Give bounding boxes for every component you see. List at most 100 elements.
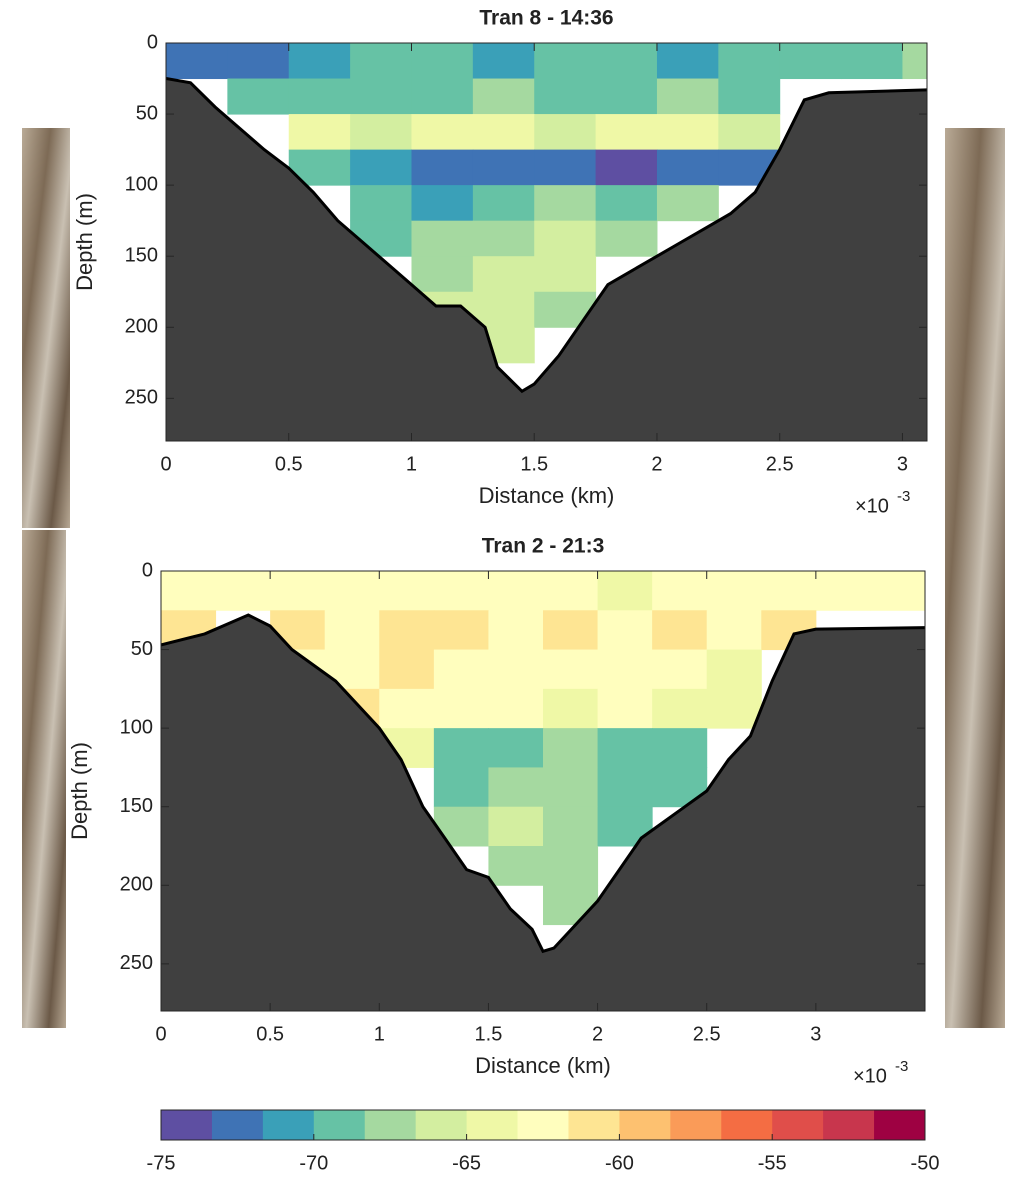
- heatmap-cell: [595, 43, 658, 80]
- heatmap-cell: [472, 43, 535, 80]
- axes-frame: [160, 570, 926, 1012]
- heatmap-cell: [411, 256, 474, 293]
- colorbar-tick-label: -75: [147, 1152, 176, 1174]
- seafloor: [161, 615, 925, 1011]
- heatmap-cell: [595, 220, 658, 257]
- x-exponent: -3: [895, 1058, 908, 1075]
- heatmap-cell: [597, 688, 653, 729]
- colorbar-frame: [160, 1109, 926, 1141]
- heatmap-cell: [543, 571, 599, 611]
- y-axis-label: Depth (m): [72, 193, 97, 291]
- heatmap-cell: [597, 571, 653, 611]
- colorbar-swatch: [823, 1110, 875, 1140]
- heatmap-cell: [411, 149, 474, 186]
- heatmap-cell: [543, 649, 599, 690]
- colorbar-tick-label: -65: [452, 1152, 481, 1174]
- heatmap-cell: [350, 149, 412, 186]
- heatmap-cell: [161, 571, 217, 611]
- heatmap-cell: [902, 43, 927, 80]
- heatmap-cell: [433, 688, 489, 729]
- heatmap-cell: [227, 43, 290, 80]
- heatmap-cell: [488, 728, 544, 768]
- y-tick-label: 100: [125, 173, 158, 195]
- heatmap-cell: [379, 610, 435, 651]
- heatmap-cell: [379, 688, 435, 729]
- x-tick-label: 2.5: [693, 1023, 721, 1045]
- heatmap-cell: [534, 185, 597, 222]
- x-tick-label: 1: [406, 453, 417, 475]
- heatmap-cell: [597, 649, 653, 690]
- heatmap-cell: [411, 78, 474, 115]
- heatmap-cell: [350, 78, 412, 115]
- background-photo: [22, 530, 66, 1028]
- y-tick-label: 200: [125, 316, 158, 338]
- y-tick-label: 250: [120, 952, 153, 974]
- colorbar-swatch: [313, 1110, 366, 1140]
- y-tick-label: 200: [120, 874, 153, 896]
- colorbar-swatch: [721, 1110, 773, 1140]
- x-tick-label: 0.5: [275, 453, 303, 475]
- heatmap-cell: [488, 610, 544, 651]
- heatmap-cell: [706, 649, 762, 690]
- colorbar-swatch: [874, 1110, 926, 1140]
- heatmap: [161, 571, 925, 1011]
- x-tick-label: 0: [155, 1023, 166, 1045]
- heatmap-cell: [288, 43, 351, 80]
- heatmap-cell: [166, 43, 228, 80]
- heatmap-cell: [718, 78, 781, 115]
- heatmap-cell: [472, 185, 535, 222]
- colorbar-swatch: [364, 1110, 417, 1140]
- heatmap-cell: [350, 114, 412, 151]
- heatmap-cell: [597, 728, 653, 768]
- heatmap-cell: [411, 185, 474, 222]
- heatmap-cell: [324, 610, 380, 651]
- heatmap-cell: [350, 185, 412, 222]
- background-photo: [945, 128, 1005, 1028]
- heatmap-cell: [379, 571, 435, 611]
- colorbar-tick-label: -70: [299, 1152, 328, 1174]
- heatmap-cell: [543, 767, 599, 808]
- colorbar-tick-label: -55: [758, 1152, 787, 1174]
- plot: 0 0.5 1 1.5 2 2.5 3 0 50 100 150 200 250 Tran 2 - 21:…: [67, 535, 926, 1087]
- heatmap-cell: [270, 571, 326, 611]
- background-photo: [22, 128, 70, 528]
- heatmap-cell: [652, 649, 708, 690]
- y-tick-label: 50: [136, 102, 158, 124]
- x-axis-label: Distance (km): [479, 483, 615, 508]
- y-tick-label: 250: [125, 387, 158, 409]
- x-tick-label: 2: [592, 1023, 603, 1045]
- heatmap-cell: [288, 114, 351, 151]
- heatmap-cell: [652, 610, 708, 651]
- heatmap-cell: [543, 806, 599, 847]
- heatmap-cell: [288, 78, 351, 115]
- colorbar-swatch: [619, 1110, 671, 1140]
- x-tick-label: 1.5: [520, 453, 548, 475]
- heatmap-cell: [652, 688, 708, 729]
- heatmap-cell: [433, 767, 489, 808]
- x-tick-label: 3: [897, 453, 908, 475]
- heatmap-cell: [706, 688, 762, 729]
- heatmap-cell: [595, 114, 658, 151]
- heatmap-cell: [870, 571, 925, 611]
- heatmap-cell: [227, 78, 290, 115]
- heatmap-cell: [543, 688, 599, 729]
- heatmap-cell: [324, 571, 380, 611]
- heatmap-cell: [534, 114, 597, 151]
- colorbar-swatch: [161, 1110, 213, 1140]
- x-tick-label: 0.5: [256, 1023, 284, 1045]
- heatmap-cell: [543, 610, 599, 651]
- heatmap-cell: [379, 649, 435, 690]
- axes-frame: [165, 42, 928, 442]
- heatmap-cell: [718, 114, 781, 151]
- heatmap-cell: [656, 43, 719, 80]
- plot: 0 0.5 1 1.5 2 2.5 3 0 50 100 150 200 250 Tran 8 - 14:…: [72, 7, 928, 517]
- heatmap-cell: [472, 149, 535, 186]
- heatmap-cell: [718, 43, 781, 80]
- colorbar-tick-label: -60: [605, 1152, 634, 1174]
- y-tick-label: 50: [131, 638, 153, 660]
- x-multiplier: ×10: [853, 1065, 887, 1087]
- heatmap-cell: [433, 649, 489, 690]
- colorbar-swatch: [670, 1110, 722, 1140]
